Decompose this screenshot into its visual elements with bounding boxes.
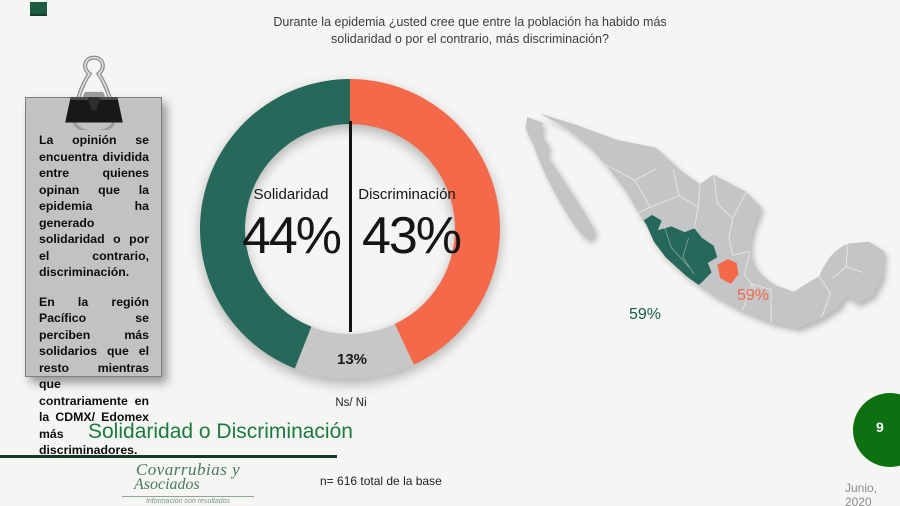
map-label-pacifico: 59% — [629, 306, 662, 323]
section-title: Solidaridad o Discriminación — [88, 420, 353, 443]
donut-slice-discriminaci-n — [350, 79, 500, 365]
sample-base-note: n= 616 total de la base — [320, 474, 442, 488]
section-title-underline — [0, 455, 337, 458]
donut-label-nsni: Ns/ Ni — [335, 397, 367, 409]
donut-svg — [199, 79, 500, 379]
donut-slice-solidaridad — [199, 79, 350, 369]
map-label-cdmx-edomex: 59% — [737, 287, 770, 304]
sticky-note: La opinión se encuentra dividida entre q… — [25, 97, 162, 457]
note-paragraph-2: En la región Pacífico se perciben más so… — [39, 294, 149, 458]
donut-value-discriminacion: 43% — [361, 207, 462, 265]
date-label: Junio, 2020 — [845, 481, 878, 506]
corner-accent — [30, 2, 47, 16]
company-logo: Covarrubias y Asociados Información con … — [108, 460, 268, 505]
question-line1: Durante la epidemia ¿usted cree que entr… — [273, 15, 667, 29]
question-line2: solidaridad o por el contrario, más disc… — [331, 32, 609, 46]
donut-label-discriminacion: Discriminación — [358, 186, 456, 203]
map-region-pacifico — [640, 214, 718, 290]
map-mainland — [538, 113, 885, 329]
note-paragraph-1: La opinión se encuentra dividida entre q… — [39, 133, 149, 279]
map-pacifico-borders — [663, 224, 695, 275]
map-region-cdmx-edomex — [717, 259, 739, 284]
donut-value-solidaridad: 44% — [241, 207, 342, 265]
donut-divider-line — [349, 121, 352, 332]
mexico-map — [525, 113, 885, 329]
logo-line2: Asociados — [134, 476, 200, 493]
donut-value-nsni: 13% — [336, 351, 368, 368]
page-number: 9 — [876, 419, 884, 435]
logo-tagline: Información con resultados — [145, 498, 231, 505]
donut-chart — [195, 74, 505, 384]
question-text: Durante la epidemia ¿usted cree que entr… — [230, 14, 710, 48]
logo-rule — [122, 496, 254, 497]
map-baja-peninsula — [525, 116, 595, 240]
binder-clip-icon — [65, 55, 123, 130]
donut-label-solidaridad: Solidaridad — [253, 186, 329, 203]
logo-line1: Covarrubias y — [135, 460, 241, 479]
donut-slice-ns-ni — [294, 324, 414, 379]
